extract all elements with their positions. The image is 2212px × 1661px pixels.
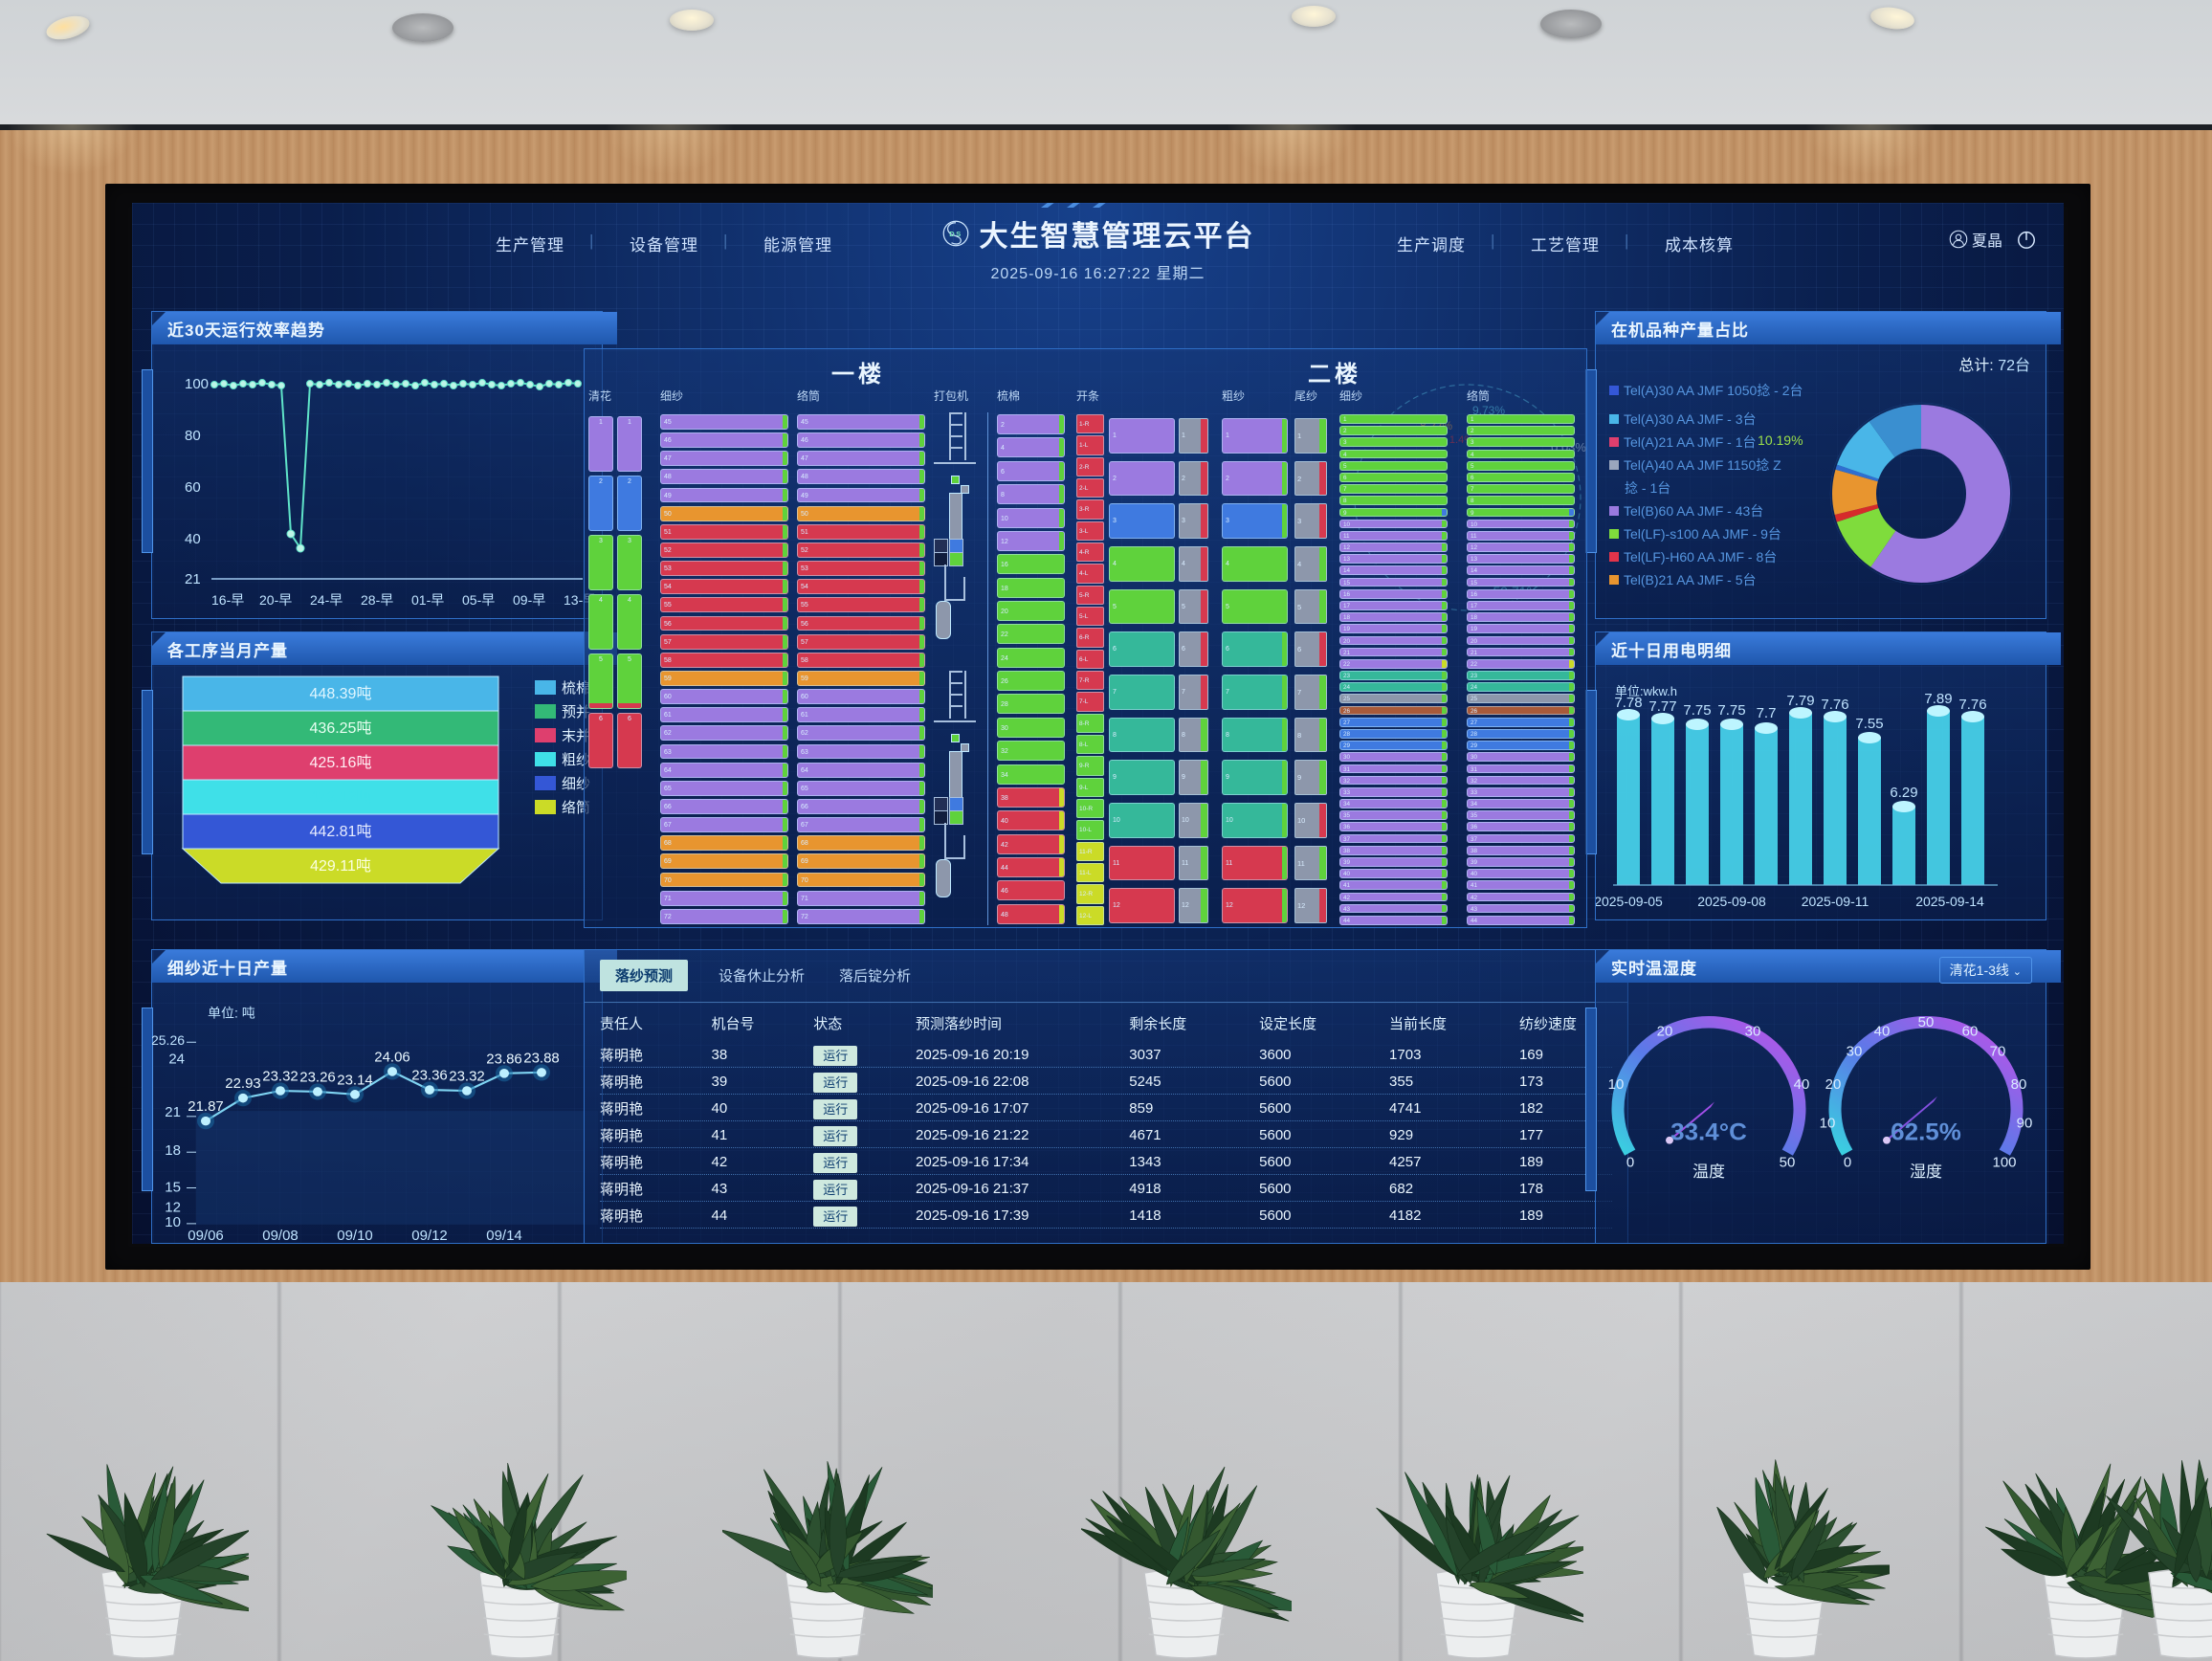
svg-text:7.79: 7.79 xyxy=(1786,693,1814,709)
svg-text:6.29: 6.29 xyxy=(1890,785,1917,801)
svg-text:80: 80 xyxy=(185,428,201,444)
svg-text:10: 10 xyxy=(1608,1077,1625,1093)
svg-text:7.76: 7.76 xyxy=(1821,697,1848,713)
svg-text:23.86: 23.86 xyxy=(486,1052,522,1068)
svg-text:16-早: 16-早 xyxy=(211,592,244,608)
svg-text:10: 10 xyxy=(1820,1117,1836,1132)
svg-text:10: 10 xyxy=(165,1215,181,1230)
svg-text:20: 20 xyxy=(1657,1025,1673,1040)
svg-text:2025-09-08: 2025-09-08 xyxy=(1697,894,1766,909)
svg-text:33.4°C: 33.4°C xyxy=(1670,1119,1747,1145)
svg-text:12: 12 xyxy=(165,1201,181,1216)
svg-text:30: 30 xyxy=(1847,1045,1863,1060)
svg-text:20-早: 20-早 xyxy=(259,592,292,608)
svg-text:40: 40 xyxy=(185,531,201,547)
svg-text:40: 40 xyxy=(1874,1025,1891,1040)
svg-text:单位: 吨: 单位: 吨 xyxy=(208,1007,255,1021)
svg-text:7.77: 7.77 xyxy=(1648,698,1676,715)
svg-text:80: 80 xyxy=(2011,1077,2027,1093)
svg-text:21: 21 xyxy=(185,571,201,587)
svg-text:100: 100 xyxy=(185,376,209,392)
svg-text:24: 24 xyxy=(168,1052,185,1068)
svg-text:09/08: 09/08 xyxy=(262,1229,299,1243)
svg-text:60: 60 xyxy=(1962,1025,1979,1040)
svg-text:70: 70 xyxy=(1990,1045,2006,1060)
svg-text:09/06: 09/06 xyxy=(188,1229,224,1243)
svg-text:20: 20 xyxy=(1825,1077,1842,1093)
svg-text:2025-09-05: 2025-09-05 xyxy=(1596,894,1663,909)
svg-text:15: 15 xyxy=(165,1181,181,1196)
svg-text:2025-09-11: 2025-09-11 xyxy=(1802,894,1869,909)
svg-text:436.25吨: 436.25吨 xyxy=(310,720,372,737)
svg-text:24.06: 24.06 xyxy=(374,1051,410,1066)
svg-text:23.32: 23.32 xyxy=(449,1070,485,1085)
svg-text:7.75: 7.75 xyxy=(1717,702,1745,719)
svg-text:09/14: 09/14 xyxy=(486,1229,522,1243)
svg-text:21.87: 21.87 xyxy=(188,1099,224,1115)
svg-text:442.81吨: 442.81吨 xyxy=(310,823,372,840)
svg-text:0: 0 xyxy=(1626,1156,1634,1171)
svg-text:23.36: 23.36 xyxy=(411,1069,448,1084)
svg-text:23.32: 23.32 xyxy=(262,1070,299,1085)
svg-text:2025-09-14: 2025-09-14 xyxy=(1915,894,1984,909)
svg-text:448.39吨: 448.39吨 xyxy=(310,685,372,702)
svg-text:423.12吨: 423.12吨 xyxy=(310,788,372,806)
svg-text:25.26: 25.26 xyxy=(152,1033,185,1048)
svg-text:0: 0 xyxy=(1844,1156,1851,1171)
svg-text:62.5%: 62.5% xyxy=(1891,1119,1961,1145)
svg-text:23.88: 23.88 xyxy=(523,1052,560,1067)
svg-text:7.76: 7.76 xyxy=(1958,697,1986,713)
svg-text:425.16吨: 425.16吨 xyxy=(310,754,372,771)
svg-text:05-早: 05-早 xyxy=(462,592,495,608)
svg-text:7.7: 7.7 xyxy=(1757,705,1777,721)
svg-text:7.55: 7.55 xyxy=(1855,716,1883,732)
svg-text:09/10: 09/10 xyxy=(337,1229,373,1243)
svg-text:7.78: 7.78 xyxy=(1614,695,1642,711)
svg-text:23.14: 23.14 xyxy=(337,1074,373,1089)
svg-text:09-早: 09-早 xyxy=(513,592,545,608)
svg-text:60: 60 xyxy=(185,479,201,496)
svg-text:湿度: 湿度 xyxy=(1910,1163,1942,1181)
svg-text:24-早: 24-早 xyxy=(310,592,343,608)
svg-text:50: 50 xyxy=(1918,1015,1935,1030)
svg-text:22.93: 22.93 xyxy=(225,1076,261,1092)
svg-text:01-早: 01-早 xyxy=(411,592,444,608)
svg-text:50: 50 xyxy=(1780,1156,1796,1171)
svg-text:21: 21 xyxy=(165,1105,181,1120)
svg-text:40: 40 xyxy=(1794,1077,1810,1093)
svg-text:23.26: 23.26 xyxy=(299,1071,336,1086)
svg-text:DS: DS xyxy=(949,230,962,238)
svg-text:100: 100 xyxy=(1992,1156,2016,1171)
svg-text:30: 30 xyxy=(1745,1025,1761,1040)
svg-text:温度: 温度 xyxy=(1692,1163,1725,1181)
svg-text:90: 90 xyxy=(2017,1117,2033,1132)
svg-text:28-早: 28-早 xyxy=(361,592,393,608)
svg-text:09/12: 09/12 xyxy=(411,1229,448,1243)
svg-text:18: 18 xyxy=(165,1143,181,1159)
svg-text:7.89: 7.89 xyxy=(1924,691,1952,707)
svg-text:429.11吨: 429.11吨 xyxy=(310,857,371,875)
svg-text:7.75: 7.75 xyxy=(1683,702,1711,719)
